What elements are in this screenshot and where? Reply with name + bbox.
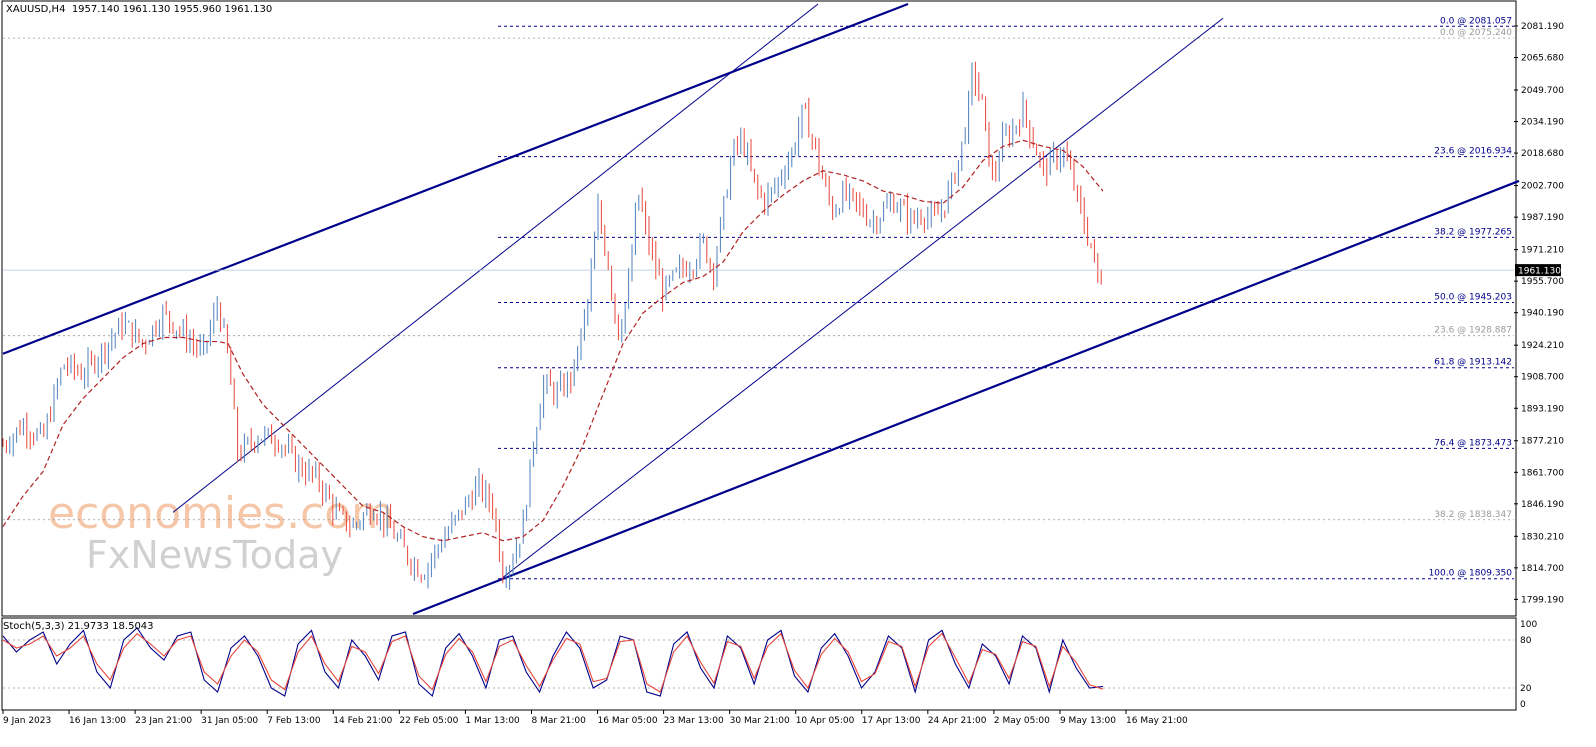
y-tick-label: 2018.680 [1521, 149, 1564, 159]
y-tick-label: 1955.700 [1521, 277, 1564, 287]
fib-label-0: 0.0 @ 2081.057 [1440, 16, 1512, 26]
watermark-fxnewstoday: FxNewsToday [86, 533, 343, 577]
x-tick-label: 9 Jan 2023 [3, 716, 51, 726]
x-tick-label: 14 Feb 21:00 [333, 716, 392, 726]
channel-line-3 [502, 17, 1224, 578]
y-tick-label: 1940.190 [1521, 309, 1564, 319]
symbol-label: XAUUSD,H4 [6, 4, 66, 15]
price-axis: 2081.190 2065.680 2049.700 2034.190 2018.680… [1514, 22, 1564, 605]
x-tick-label: 10 Apr 05:00 [796, 716, 855, 726]
stoch-pane-frame [1, 617, 1517, 711]
y-tick-label: 2034.190 [1521, 118, 1564, 128]
x-tick-label: 2 May 05:00 [994, 716, 1050, 726]
x-tick-label: 31 Jan 05:00 [201, 716, 258, 726]
fib-label-6: 61.8 @ 1913.142 [1434, 358, 1512, 368]
y-tick-label: 2081.190 [1521, 22, 1564, 32]
x-tick-label: 23 Mar 13:00 [664, 716, 724, 726]
y-tick-label: 1987.190 [1521, 213, 1564, 223]
x-tick-label: 16 Jan 13:00 [69, 716, 126, 726]
fib-label-3: 38.2 @ 1977.265 [1434, 227, 1512, 237]
x-tick-label: 7 Feb 13:00 [267, 716, 321, 726]
ohlc-values: 1957.140 1961.130 1955.960 1961.130 [71, 4, 273, 15]
current-price-box [1515, 264, 1561, 277]
fib-label-2: 23.6 @ 2016.934 [1434, 147, 1512, 157]
stoch-main-line [2, 627, 1104, 697]
moving-average [2, 139, 1104, 542]
price-pane-frame [1, 0, 1517, 617]
stoch-header: Stoch(5,3,3) 21.9733 18.5043 [3, 621, 154, 632]
x-tick-label: 24 Apr 21:00 [928, 716, 987, 726]
ma-line [2, 139, 1104, 542]
y-tick-label: 2065.680 [1521, 54, 1564, 64]
time-axis: 9 Jan 2023 16 Jan 13:00 23 Jan 21:00 31 Jan… [2, 710, 1188, 726]
watermark-economies: economies.com [48, 488, 394, 539]
y-tick-label: 1846.190 [1521, 500, 1564, 510]
y-tick-label: 1893.190 [1521, 404, 1564, 414]
stoch-signal-line [2, 632, 1104, 693]
stoch-y-label: 100 [1520, 620, 1537, 630]
current-price-label: 1961.130 [1518, 267, 1561, 277]
fibonacci-levels: 0.0 @ 2081.057 0.0 @ 2075.240 23.6 @ 2016.… [3, 16, 1514, 580]
y-tick-label: 1971.210 [1521, 246, 1564, 256]
y-tick-label: 1877.210 [1521, 437, 1564, 447]
y-tick-label: 2002.700 [1521, 182, 1564, 192]
stochastic-oscillator: 100 80 20 0 [2, 620, 1537, 710]
fib-label-5: 23.6 @ 1928.887 [1434, 326, 1512, 336]
y-tick-label: 1924.210 [1521, 341, 1564, 351]
channel-line-1 [412, 179, 1520, 616]
x-tick-label: 9 May 13:00 [1060, 716, 1116, 726]
stoch-y-label: 20 [1520, 684, 1532, 694]
x-tick-label: 16 Mar 05:00 [598, 716, 658, 726]
x-tick-label: 22 Feb 05:00 [399, 716, 458, 726]
current-price-marker: 1961.130 [3, 264, 1561, 277]
fib-label-9: 100.0 @ 1809.350 [1429, 569, 1513, 579]
stoch-y-label: 80 [1520, 636, 1532, 646]
chart-header: XAUUSD,H4 1957.140 1961.130 1955.960 196… [6, 4, 272, 15]
y-tick-label: 1861.700 [1521, 468, 1564, 478]
y-tick-label: 1908.700 [1521, 373, 1564, 383]
fib-label-4: 50.0 @ 1945.203 [1434, 293, 1512, 303]
price-candles [2, 61, 1102, 590]
channel-line-0 [2, 3, 909, 355]
channel-line-2 [172, 3, 819, 513]
x-tick-label: 23 Jan 21:00 [135, 716, 192, 726]
x-tick-label: 1 Mar 13:00 [465, 716, 520, 726]
y-tick-label: 1830.210 [1521, 532, 1564, 542]
y-tick-label: 1814.700 [1521, 564, 1564, 574]
fib-label-8: 38.2 @ 1838.347 [1434, 510, 1512, 520]
fib-label-1: 0.0 @ 2075.240 [1440, 28, 1512, 38]
x-tick-label: 30 Mar 21:00 [730, 716, 790, 726]
fib-label-7: 76.4 @ 1873.473 [1434, 438, 1512, 448]
stoch-y-label: 0 [1520, 700, 1526, 710]
x-tick-label: 17 Apr 13:00 [862, 716, 921, 726]
x-tick-label: 16 May 21:00 [1126, 716, 1188, 726]
y-tick-label: 2049.700 [1521, 86, 1564, 96]
y-tick-label: 1799.190 [1521, 595, 1564, 605]
trend-channel-lines[interactable] [2, 3, 1520, 616]
x-tick-label: 8 Mar 21:00 [531, 716, 586, 726]
